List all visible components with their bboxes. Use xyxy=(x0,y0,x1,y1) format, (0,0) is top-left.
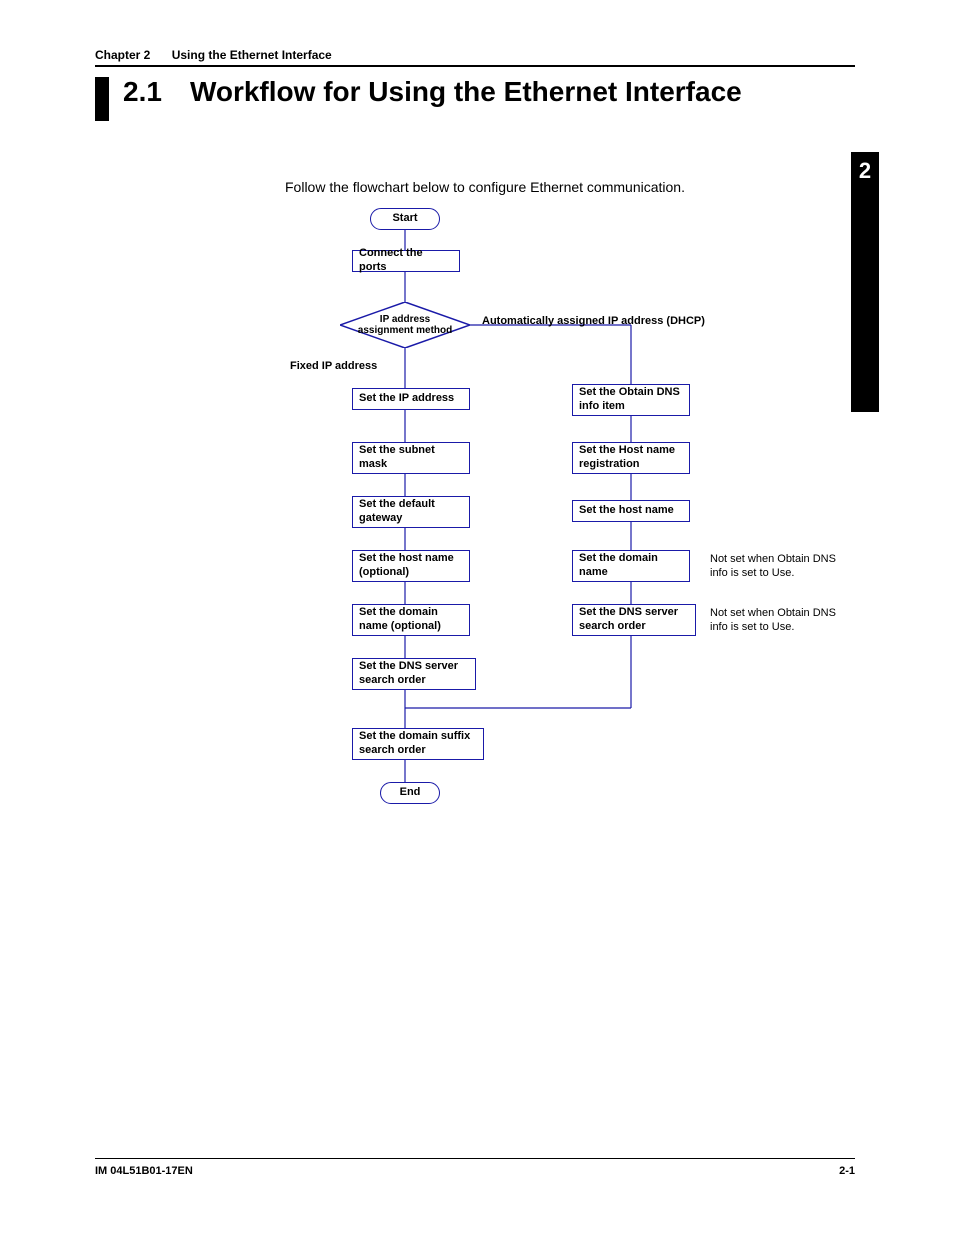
annotation-2: Not set when Obtain DNS info is set to U… xyxy=(710,606,850,635)
node-obtain-dns: Set the Obtain DNS info item xyxy=(572,384,690,416)
footer-doc-id: IM 04L51B01-17EN xyxy=(95,1165,193,1177)
node-set-dns-left: Set the DNS server search order xyxy=(352,658,476,690)
node-set-host-right: Set the host name xyxy=(572,500,690,522)
decision-text: IP addressassignment method xyxy=(340,302,470,348)
section-heading: 2.1 Workflow for Using the Ethernet Inte… xyxy=(95,77,855,121)
running-header: Chapter 2 Using the Ethernet Interface xyxy=(95,48,855,67)
node-set-ip: Set the IP address xyxy=(352,388,470,410)
section-title: Workflow for Using the Ethernet Interfac… xyxy=(190,77,742,108)
node-set-gateway: Set the default gateway xyxy=(352,496,470,528)
node-set-subnet: Set the subnet mask xyxy=(352,442,470,474)
node-set-domain-right: Set the domain name xyxy=(572,550,690,582)
chapter-label: Chapter 2 xyxy=(95,48,150,62)
node-set-dns-right: Set the DNS server search order xyxy=(572,604,696,636)
intro-text: Follow the flowchart below to configure … xyxy=(285,179,855,195)
page-footer: IM 04L51B01-17EN 2-1 xyxy=(95,1158,855,1177)
heading-bar xyxy=(95,77,109,121)
footer-page-number: 2-1 xyxy=(839,1165,855,1177)
page-content: Chapter 2 Using the Ethernet Interface 2… xyxy=(95,48,855,195)
node-start: Start xyxy=(370,208,440,230)
section-number: 2.1 xyxy=(123,77,162,108)
flowchart: Start Connect the ports IP addressassign… xyxy=(290,208,890,828)
node-set-suffix: Set the domain suffix search order xyxy=(352,728,484,760)
node-set-domain-optional: Set the domain name (optional) xyxy=(352,604,470,636)
node-end: End xyxy=(380,782,440,804)
node-set-host-optional: Set the host name (optional) xyxy=(352,550,470,582)
node-host-reg: Set the Host name registration xyxy=(572,442,690,474)
label-fixed-ip: Fixed IP address xyxy=(290,360,377,372)
tab-number: 2 xyxy=(851,152,879,184)
node-connect-ports: Connect the ports xyxy=(352,250,460,272)
annotation-1: Not set when Obtain DNS info is set to U… xyxy=(710,552,850,581)
chapter-title: Using the Ethernet Interface xyxy=(172,48,332,62)
node-decision: IP addressassignment method xyxy=(340,302,470,348)
label-dhcp: Automatically assigned IP address (DHCP) xyxy=(482,315,705,327)
